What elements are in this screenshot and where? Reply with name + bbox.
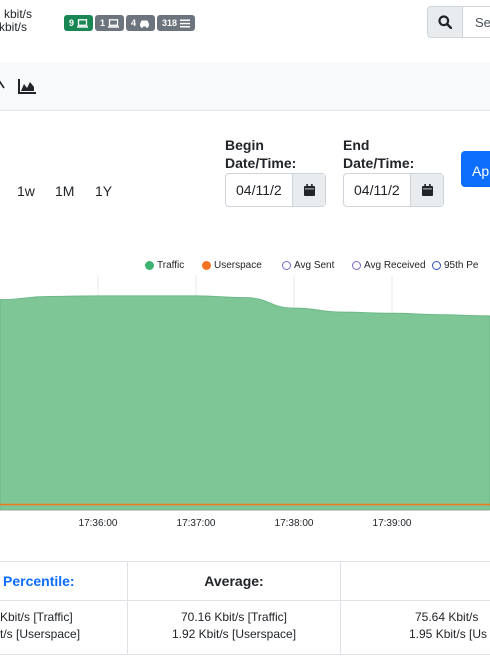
devices-offline-badge[interactable]: 1 <box>95 15 125 31</box>
legend-avg-received[interactable]: Avg Received <box>352 260 426 271</box>
third-values: 75.64 Kbit/s 1.95 Kbit/s [Us <box>341 601 490 643</box>
percentile-values: Kbit/s [Traffic] t/s [Userspace] <box>0 601 127 643</box>
x-tick-label: 17:39:00 <box>373 518 412 529</box>
percentile-column: Percentile: Kbit/s [Traffic] t/s [Usersp… <box>0 562 127 654</box>
legend-avg-sent[interactable]: Avg Sent <box>282 260 334 271</box>
begin-date-value[interactable]: 04/11/2 <box>236 182 282 198</box>
car-icon <box>140 20 150 28</box>
laptop-icon <box>108 18 120 28</box>
flows-badge[interactable]: 318 <box>157 15 196 31</box>
rate-upload: kbit/s <box>4 7 33 21</box>
legend-95th-dot <box>432 261 441 270</box>
third-column: 75.64 Kbit/s 1.95 Kbit/s [Us <box>341 562 490 654</box>
rate-download: kbit/s <box>0 20 28 34</box>
legend-userspace[interactable]: Userspace <box>202 260 262 271</box>
list-icon <box>180 19 191 27</box>
begin-calendar-button[interactable] <box>292 174 325 206</box>
area-chart-icon[interactable] <box>18 78 37 94</box>
legend-traffic[interactable]: Traffic <box>145 260 184 271</box>
end-calendar-button[interactable] <box>410 174 443 206</box>
average-traffic: 70.16 Kbit/s [Traffic] <box>180 610 288 624</box>
range-1m[interactable]: 1M <box>55 183 75 199</box>
laptop-icon <box>77 18 89 28</box>
average-userspace: 1.92 Kbit/s [Userspace] <box>171 627 297 641</box>
legend-avg-received-dot <box>352 261 361 270</box>
stats-table: Percentile: Kbit/s [Traffic] t/s [Usersp… <box>0 561 490 655</box>
third-userspace: 1.95 Kbit/s [Us <box>409 627 488 641</box>
average-header: Average: <box>128 562 340 601</box>
end-date-field[interactable]: 04/11/2 <box>343 173 444 207</box>
calendar-icon <box>421 184 433 196</box>
legend-userspace-dot <box>202 261 211 270</box>
percentile-traffic: Kbit/s [Traffic] <box>0 610 73 624</box>
third-header <box>341 562 490 601</box>
average-values: 70.16 Kbit/s [Traffic] 1.92 Kbit/s [User… <box>128 601 340 643</box>
status-badges: 9 1 4 318 <box>64 15 196 31</box>
legend-95th[interactable]: 95th Pe <box>432 260 478 271</box>
average-column: Average: 70.16 Kbit/s [Traffic] 1.92 Kbi… <box>128 562 340 654</box>
range-1y[interactable]: 1Y <box>95 183 113 199</box>
column-divider <box>340 562 341 654</box>
x-tick-label: 17:36:00 <box>79 518 118 529</box>
bandwidth-readout: kbit/s kbit/s <box>0 8 32 34</box>
search-placeholder: Se <box>475 15 490 30</box>
begin-date-field[interactable]: 04/11/2 <box>225 173 326 207</box>
traffic-series-area <box>0 295 490 511</box>
begin-datetime-label: Begin Date/Time: <box>225 137 297 171</box>
end-date-value[interactable]: 04/11/2 <box>354 182 400 198</box>
traffic-area-chart[interactable]: 17:36:00 17:37:00 17:38:00 17:39:00 <box>0 270 490 540</box>
apply-button[interactable]: Ap <box>461 151 490 187</box>
search-icon <box>438 15 452 29</box>
calendar-icon <box>303 184 315 196</box>
top-navbar: kbit/s kbit/s 9 1 4 318 <box>0 0 490 50</box>
chart-toolbar <box>0 62 490 111</box>
column-divider <box>127 562 128 654</box>
x-tick-label: 17:37:00 <box>177 518 216 529</box>
vehicles-badge[interactable]: 4 <box>126 15 156 31</box>
third-traffic: 75.64 Kbit/s <box>415 610 479 624</box>
x-tick-label: 17:38:00 <box>275 518 314 529</box>
search-input[interactable]: Se <box>462 6 490 38</box>
range-1w[interactable]: 1w <box>17 183 35 199</box>
percentile-userspace: t/s [Userspace] <box>0 627 81 641</box>
search-button[interactable] <box>427 6 463 38</box>
legend-avg-sent-dot <box>282 261 291 270</box>
chart-icon[interactable] <box>0 78 6 94</box>
x-axis-ticks: 17:36:00 17:37:00 17:38:00 17:39:00 <box>79 518 412 529</box>
percentile-header: Percentile: <box>0 562 127 601</box>
end-datetime-label: End Date/Time: <box>343 137 415 171</box>
legend-traffic-dot <box>145 261 154 270</box>
devices-online-badge[interactable]: 9 <box>64 15 94 31</box>
